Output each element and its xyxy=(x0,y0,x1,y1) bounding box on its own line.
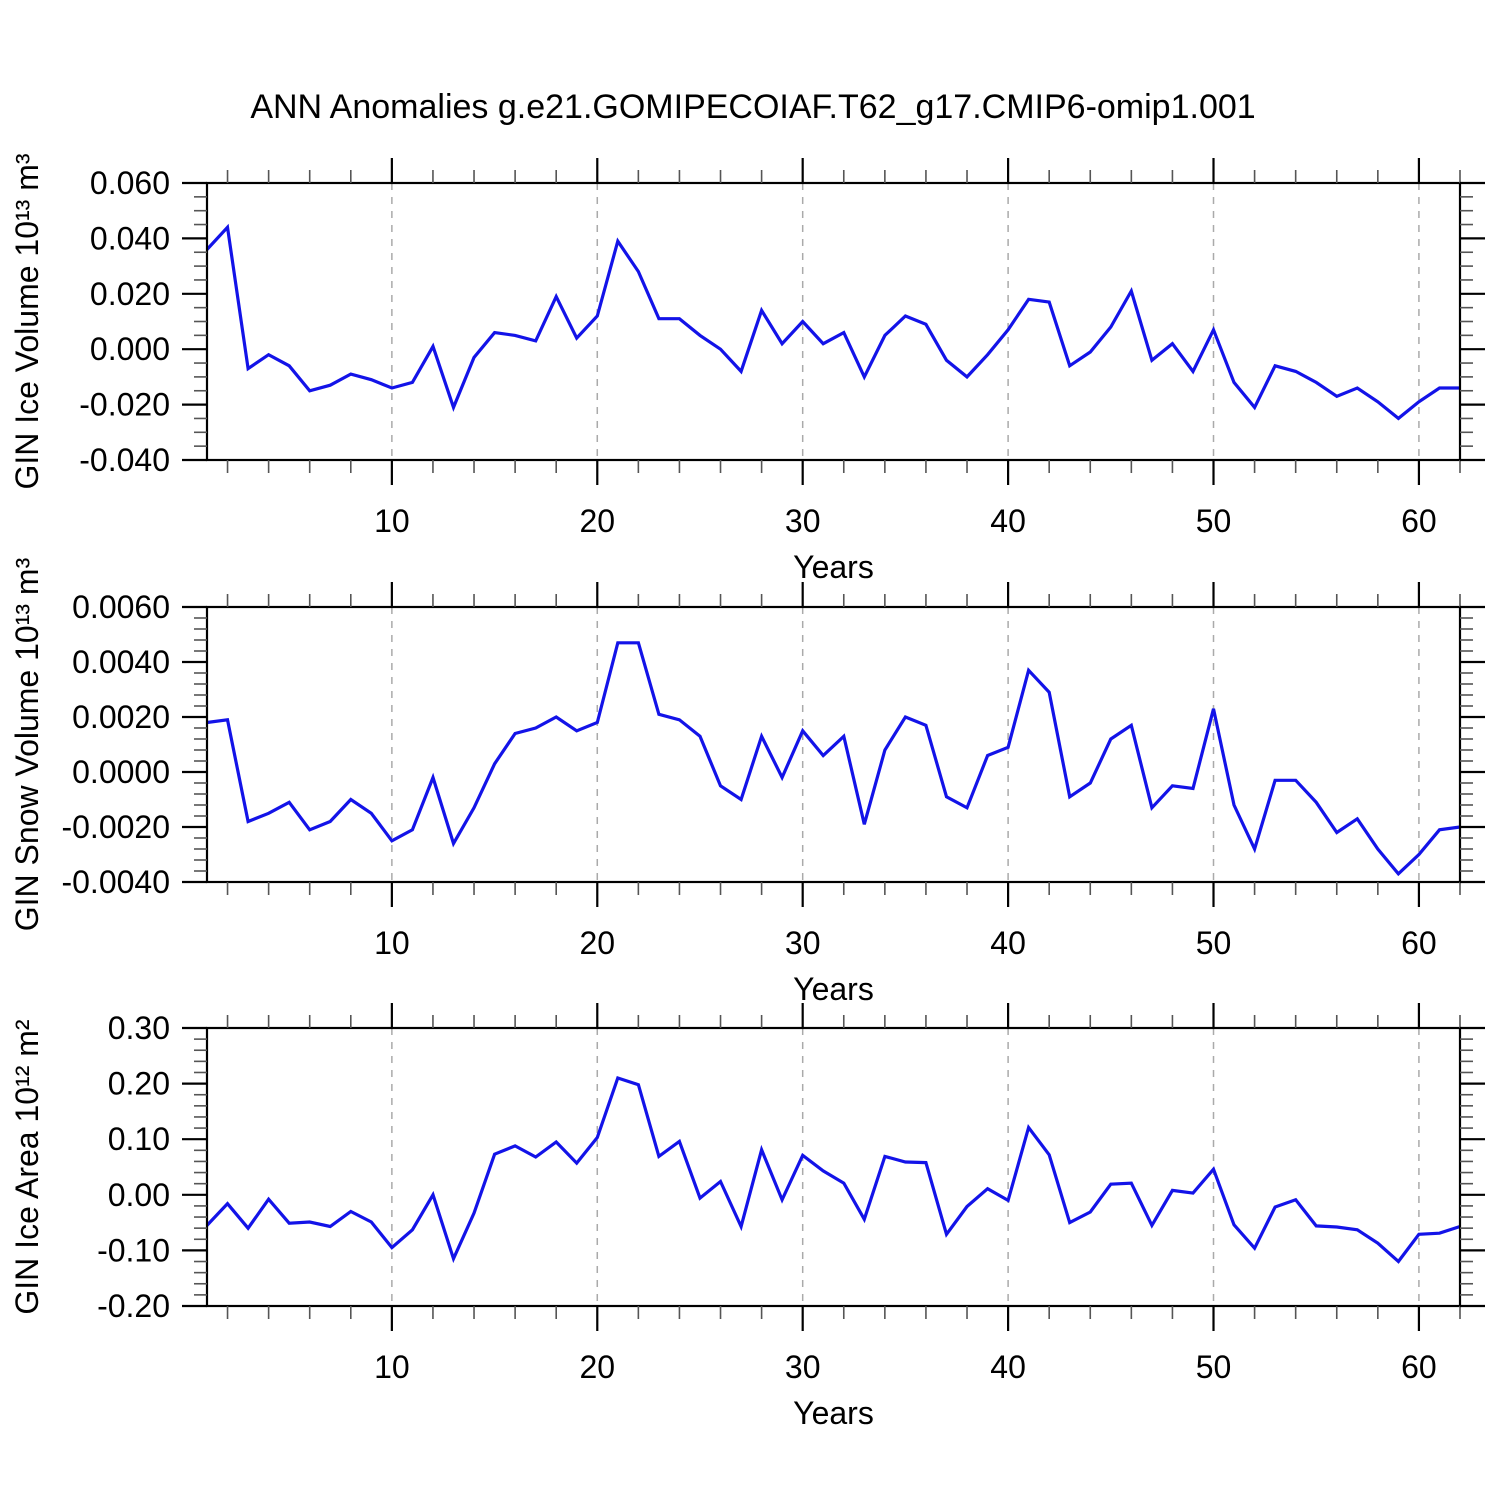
x-axis-title: Years xyxy=(793,1395,874,1431)
panel-gin-snow-volume: 0.0060 0.0040 0.0020 0.0000 -0.0020 -0.0040 10… xyxy=(9,557,1485,1007)
y-tick-label: 0.040 xyxy=(90,220,170,256)
y-tick-label: -0.040 xyxy=(79,442,170,478)
x-tick-label-40: 40 xyxy=(990,1349,1026,1385)
panel-frame xyxy=(205,181,1462,462)
x-tick-label-30: 30 xyxy=(785,1349,821,1385)
x-tick-label-10: 10 xyxy=(374,925,410,961)
x-tick-label-20: 20 xyxy=(579,1349,615,1385)
y-tick-label: 0.020 xyxy=(90,276,170,312)
y-tick-label: -0.10 xyxy=(97,1232,170,1268)
y-tick-label: -0.020 xyxy=(79,387,170,423)
y-tick-label: -0.0020 xyxy=(61,809,170,845)
x-tick-label-10: 10 xyxy=(374,503,410,539)
x-tick-label-60: 60 xyxy=(1401,1349,1437,1385)
x-tick-label-50: 50 xyxy=(1196,1349,1232,1385)
panel-gin-ice-volume: 0.060 0.040 0.020 0.000 -0.020 -0.040 10 20 30 40… xyxy=(9,153,1485,585)
y-axis-title-gin-snow-volume: GIN Snow Volume 10¹³ m³ xyxy=(9,557,45,931)
gin-ice-area-series-line xyxy=(205,1075,1461,1264)
x-tick-label-60: 60 xyxy=(1401,503,1437,539)
panel-gin-ice-area: 0.30 0.20 0.10 0.00 -0.10 -0.20 10 20 30 40 50 60 Ye… xyxy=(9,1003,1485,1431)
y-tick-label: 0.20 xyxy=(108,1066,170,1102)
x-tick-label-20: 20 xyxy=(579,503,615,539)
x-axis-title: Years xyxy=(793,971,874,1007)
x-tick-label-20: 20 xyxy=(579,925,615,961)
x-tick-label-40: 40 xyxy=(990,503,1026,539)
x-tick-label-50: 50 xyxy=(1196,503,1232,539)
y-tick-label: 0.060 xyxy=(90,165,170,201)
y-tick-label: 0.00 xyxy=(108,1177,170,1213)
y-tick-label: 0.0000 xyxy=(72,754,170,790)
x-tick-label-50: 50 xyxy=(1196,925,1232,961)
x-tick-label-40: 40 xyxy=(990,925,1026,961)
y-tick-label: 0.0040 xyxy=(72,644,170,680)
x-tick-label-30: 30 xyxy=(785,503,821,539)
panel-frame xyxy=(205,605,1462,884)
figure-title: ANN Anomalies g.e21.GOMIPECOIAF.T62_g17.… xyxy=(250,88,1255,126)
y-axis-title-gin-ice-area: GIN Ice Area 10¹² m² xyxy=(9,1019,45,1315)
y-tick-label: 0.0060 xyxy=(72,589,170,625)
y-axis-title-gin-ice-volume: GIN Ice Volume 10¹³ m³ xyxy=(9,153,45,489)
y-tick-label: -0.20 xyxy=(97,1288,170,1324)
panel-frame xyxy=(205,1026,1462,1308)
x-tick-label-10: 10 xyxy=(374,1349,410,1385)
x-tick-label-30: 30 xyxy=(785,925,821,961)
y-tick-label: 0.10 xyxy=(108,1121,170,1157)
gin-snow-volume-series-line xyxy=(206,641,1461,877)
y-tick-label: 0.30 xyxy=(108,1010,170,1046)
y-tick-label: 0.0020 xyxy=(72,699,170,735)
y-tick-label: -0.0040 xyxy=(61,864,170,900)
gin-ice-volume-series-line xyxy=(205,223,1460,421)
x-axis-title: Years xyxy=(793,549,874,585)
y-tick-label: 0.000 xyxy=(90,331,170,367)
x-tick-label-60: 60 xyxy=(1401,925,1437,961)
